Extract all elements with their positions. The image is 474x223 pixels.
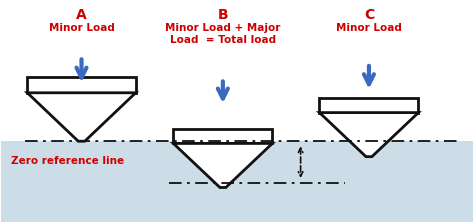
Polygon shape (27, 93, 136, 141)
Text: Minor Load: Minor Load (48, 23, 114, 33)
Text: A: A (76, 8, 87, 22)
Polygon shape (319, 113, 419, 157)
Bar (319, 98, 419, 113)
Text: B: B (218, 8, 228, 22)
Text: C: C (364, 8, 374, 22)
Text: Zero reference line: Zero reference line (11, 156, 124, 165)
Text: Minor Load: Minor Load (336, 23, 402, 33)
Polygon shape (173, 143, 273, 188)
Text: Minor Load + Major
Load  = Total load: Minor Load + Major Load = Total load (165, 23, 281, 45)
Bar (1, 141, 473, 222)
Bar (173, 129, 273, 143)
Bar (27, 77, 136, 93)
